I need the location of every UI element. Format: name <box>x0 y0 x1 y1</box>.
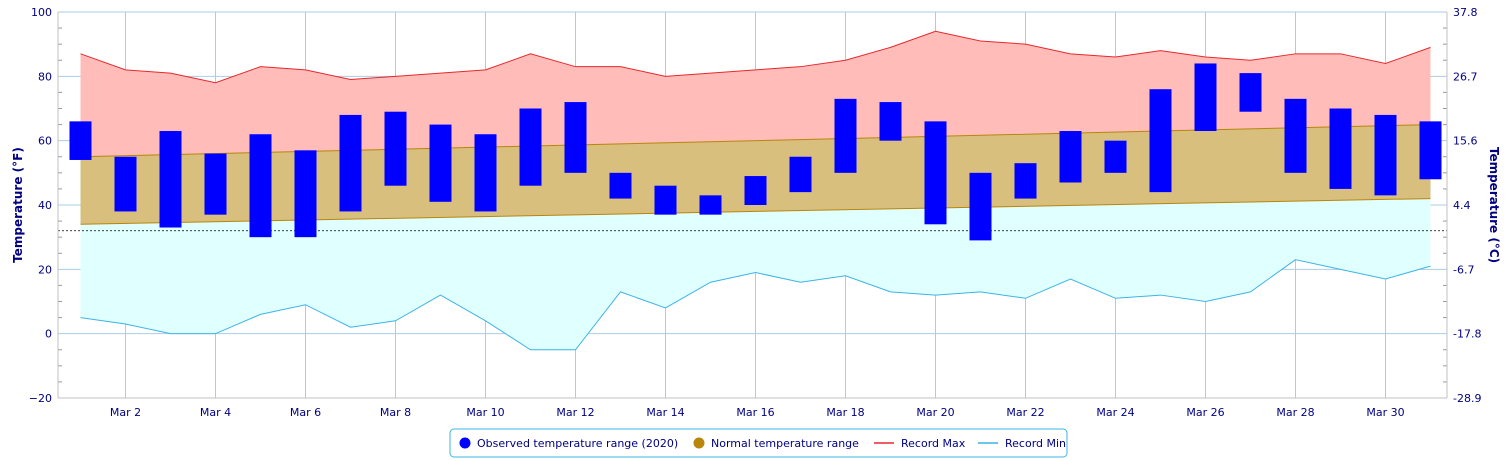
x-tick-label: Mar 30 <box>1366 406 1404 419</box>
observed-bar <box>564 102 587 173</box>
x-tick-label: Mar 8 <box>380 406 411 419</box>
x-tick-label: Mar 16 <box>736 406 774 419</box>
observed-bar <box>744 176 767 205</box>
observed-bar <box>114 156 137 212</box>
y-axis-title-left: Temperature (°F) <box>11 147 25 263</box>
observed-bar <box>1014 163 1037 199</box>
observed-bar <box>969 172 992 241</box>
observed-bar <box>654 185 677 215</box>
x-tick-label: Mar 14 <box>646 406 684 419</box>
observed-bar <box>1374 114 1397 196</box>
legend-box <box>449 428 1068 458</box>
y-tick-label-right: -6.7 <box>1453 263 1474 276</box>
observed-bar <box>1239 73 1262 112</box>
y-tick-label-left: 100 <box>31 6 52 19</box>
y-tick-label-left: 40 <box>38 199 52 212</box>
observed-bars <box>69 63 1442 241</box>
observed-bar <box>1149 89 1172 193</box>
record-max-area <box>80 31 1431 157</box>
observed-bar <box>699 195 722 215</box>
x-tick-label: Mar 22 <box>1006 406 1044 419</box>
x-tick-label: Mar 24 <box>1096 406 1134 419</box>
legend: Observed temperature range (2020) Normal… <box>449 428 1068 458</box>
y-tick-label-left: −20 <box>29 392 52 405</box>
record-min-area <box>80 198 1431 350</box>
y-tick-label-left: 0 <box>45 328 52 341</box>
legend-observed-label: Observed temperature range (2020) <box>477 437 678 450</box>
legend-record-min-label: Record Min <box>1005 437 1066 450</box>
observed-bar <box>924 121 947 225</box>
y-tick-label-right: 4.4 <box>1453 199 1471 212</box>
observed-bar <box>1419 121 1442 180</box>
observed-bar <box>879 102 902 141</box>
x-tick-label: Mar 6 <box>290 406 321 419</box>
x-tick-label: Mar 20 <box>916 406 954 419</box>
observed-bar <box>339 114 362 212</box>
record-max-line <box>80 30 1431 84</box>
legend-record-max-label: Record Max <box>901 437 966 450</box>
observed-bar <box>1194 63 1217 132</box>
y-tick-label-right: 26.7 <box>1453 70 1478 83</box>
observed-bar <box>249 134 272 238</box>
legend-item-record-max[interactable]: Record Max <box>874 437 966 450</box>
x-tick-label: Mar 2 <box>110 406 141 419</box>
observed-bar <box>429 124 452 202</box>
x-tick-label: Mar 18 <box>826 406 864 419</box>
y-tick-label-right: -28.9 <box>1453 392 1481 405</box>
observed-bar <box>204 153 227 215</box>
observed-bar <box>1059 131 1082 183</box>
legend-observed-marker <box>459 437 471 449</box>
observed-bar <box>789 156 812 193</box>
x-tick-label: Mar 12 <box>556 406 594 419</box>
axes: 100 37.8 80 26.7 60 15.6 40 4.4 20 -6.7 0 -17.8 −20 -… <box>29 6 1482 419</box>
x-tick-label: Mar 28 <box>1276 406 1314 419</box>
observed-bar <box>159 131 182 228</box>
observed-bar <box>519 108 542 186</box>
x-tick-label: Mar 10 <box>466 406 504 419</box>
range-areas <box>58 30 1447 351</box>
y-tick-label-right: 37.8 <box>1453 6 1478 19</box>
observed-bar <box>609 172 632 199</box>
x-tick-label: Mar 4 <box>200 406 231 419</box>
observed-bar <box>1329 108 1352 189</box>
y-tick-label-left: 80 <box>38 70 52 83</box>
observed-bar <box>294 150 317 238</box>
observed-bar <box>384 111 407 186</box>
y-tick-label-left: 60 <box>38 135 52 148</box>
y-tick-label-left: 20 <box>38 263 52 276</box>
observed-bar <box>1284 98 1307 173</box>
legend-normal-marker <box>693 437 705 449</box>
y-tick-label-right: 15.6 <box>1453 135 1478 148</box>
observed-bar <box>474 134 497 212</box>
legend-item-record-min[interactable]: Record Min <box>978 437 1066 450</box>
legend-item-normal[interactable]: Normal temperature range <box>693 437 860 450</box>
observed-bar <box>69 121 92 160</box>
legend-normal-label: Normal temperature range <box>711 437 859 450</box>
legend-item-observed[interactable]: Observed temperature range (2020) <box>459 437 679 450</box>
x-tick-label: Mar 26 <box>1186 406 1224 419</box>
observed-bar <box>1104 140 1127 173</box>
y-tick-label-right: -17.8 <box>1453 328 1481 341</box>
observed-bar <box>834 98 857 173</box>
y-axis-title-right: Temperature (°C) <box>1487 147 1501 263</box>
record-min-line <box>80 259 1431 351</box>
normal-range-area <box>80 124 1431 225</box>
